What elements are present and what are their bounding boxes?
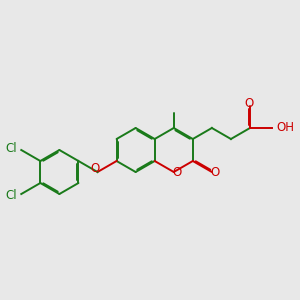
Text: O: O [211, 166, 220, 178]
Text: O: O [91, 162, 100, 175]
Text: OH: OH [277, 122, 295, 134]
Text: Cl: Cl [5, 142, 17, 155]
Text: O: O [172, 166, 182, 178]
Text: Cl: Cl [5, 189, 17, 202]
Text: O: O [244, 97, 254, 110]
